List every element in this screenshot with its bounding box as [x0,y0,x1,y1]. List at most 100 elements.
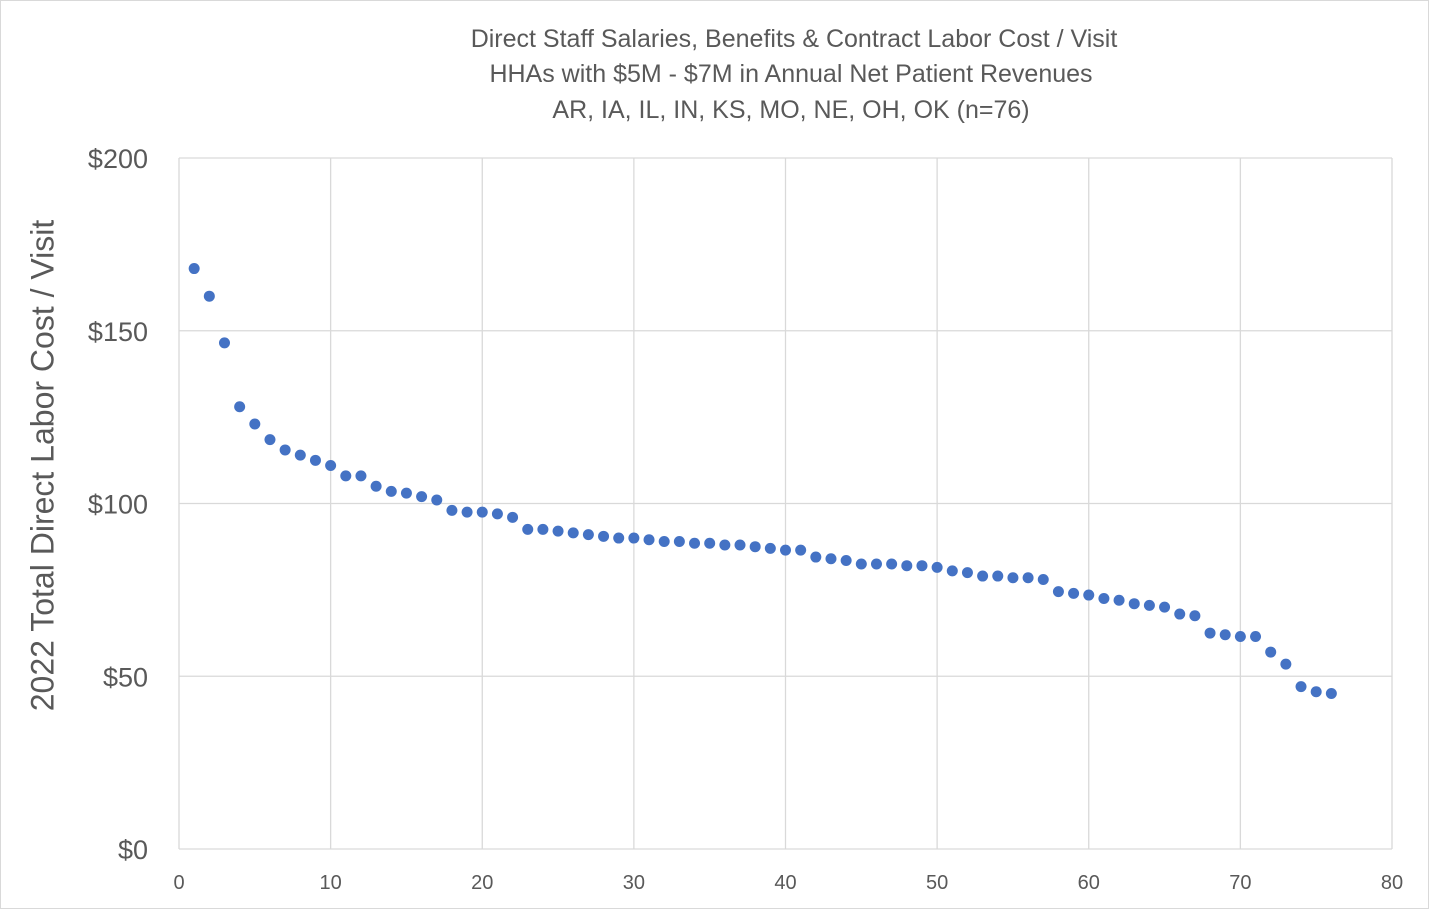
data-point [340,470,352,482]
x-tick-label: 60 [1078,872,1100,894]
x-tick-label: 30 [623,872,645,894]
data-point [279,444,291,456]
data-point [689,537,701,549]
data-point [325,459,337,471]
data-point [567,527,579,539]
data-point [810,551,822,563]
data-point [1083,589,1095,601]
data-point [1113,594,1125,606]
data-point [931,561,943,573]
data-point [1159,601,1171,613]
data-point [370,480,382,492]
data-point [446,504,458,516]
data-point [628,532,640,544]
data-point [582,529,594,541]
data-point [1265,646,1277,658]
data-point [294,449,306,461]
data-point [1280,658,1292,670]
data-point [249,418,261,430]
data-point [507,511,519,523]
data-point [780,544,791,556]
chart-title-line-1: Direct Staff Salaries, Benefits & Contra… [471,25,1118,53]
data-point [1143,599,1155,611]
data-point [355,470,367,482]
x-tick-label: 0 [173,872,184,894]
data-point [1128,598,1140,610]
data-point [901,560,913,572]
data-point [1052,586,1064,598]
data-point [961,567,973,579]
data-point [264,434,276,446]
y-tick-label: $200 [88,144,148,174]
gridlines [178,157,1393,850]
data-point [613,532,625,544]
data-point [522,523,534,535]
x-tick-label: 20 [471,872,493,894]
data-point [704,537,716,549]
data-point [855,558,867,570]
data-point [416,491,428,503]
data-point [1325,688,1337,700]
data-point [400,487,412,499]
y-tick-label: $0 [118,835,148,865]
data-point [1174,608,1186,620]
data-point [385,485,397,497]
data-point [840,555,852,567]
data-point [491,508,503,520]
data-points [188,263,1337,700]
data-point [1219,629,1231,641]
x-tick-label: 10 [320,872,342,894]
data-point [598,530,610,542]
data-point [1250,631,1262,643]
chart-title: Direct Staff Salaries, Benefits & Contra… [471,25,1118,124]
data-point [1295,681,1307,693]
x-axis-tick-labels: 0 10 20 30 40 50 60 70 80 [173,872,1403,894]
data-point [1007,572,1019,584]
data-point [764,542,776,554]
data-point [476,506,488,518]
data-point [977,570,989,582]
data-point [1204,627,1216,639]
data-point [431,494,443,506]
data-point [719,539,731,551]
data-point [658,536,670,548]
data-point [946,565,958,577]
data-point [916,560,928,572]
data-point [992,570,1004,582]
data-point [734,539,746,551]
y-tick-label: $150 [88,317,148,347]
data-point [1189,610,1201,622]
data-point [552,525,564,537]
data-point [188,263,200,275]
data-point [218,337,230,349]
y-axis-label: 2022 Total Direct Labor Cost / Visit [24,220,60,712]
data-point [886,558,898,570]
x-tick-label: 40 [774,872,796,894]
data-point [309,454,321,466]
data-point [537,523,549,535]
x-tick-label: 50 [926,872,948,894]
data-point [1098,593,1110,605]
chart-title-line-2: HHAs with $5M - $7M in Annual Net Patien… [489,60,1092,88]
data-point [749,541,761,553]
data-point [203,290,215,302]
y-tick-label: $100 [88,490,148,520]
data-point [825,553,837,565]
x-tick-label: 80 [1381,872,1403,894]
y-axis-tick-labels: $0 $50 $100 $150 $200 [88,144,148,865]
data-point [673,536,685,548]
data-point [795,544,807,556]
data-point [1037,574,1049,586]
data-point [1022,572,1034,584]
data-point [1234,631,1246,643]
chart-title-line-3: AR, IA, IL, IN, KS, MO, NE, OH, OK (n=76… [552,96,1029,124]
data-point [234,401,246,413]
data-point [870,558,882,570]
data-point [1068,587,1080,599]
x-tick-label: 70 [1229,872,1251,894]
data-point [461,506,473,518]
data-point [643,534,655,546]
y-tick-label: $50 [103,662,148,692]
